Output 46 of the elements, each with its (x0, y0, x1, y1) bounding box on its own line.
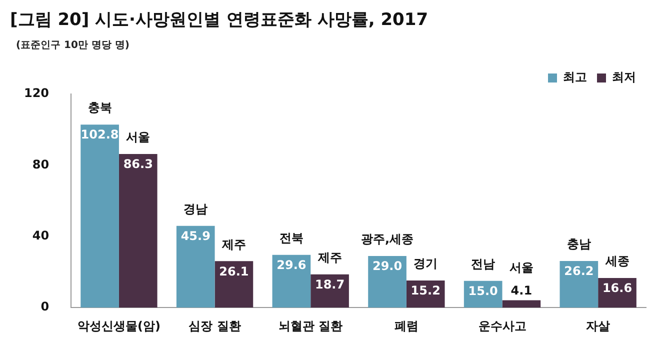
data-label: 29.0 (372, 259, 402, 274)
data-label: 16.6 (602, 281, 632, 296)
annotation: 제주 (220, 237, 246, 252)
bar (214, 261, 254, 308)
annotation: 광주,세종 (360, 232, 414, 246)
data-label: 86.3 (123, 157, 153, 172)
x-tick-label: 폐렴 (394, 318, 418, 333)
x-tick-label: 자살 (586, 318, 610, 333)
annotation: 서울 (509, 260, 534, 274)
bar (176, 226, 215, 308)
annotation: 전남 (471, 257, 496, 272)
chart-subtitle: (표준인구 10만 명당 명) (16, 39, 130, 52)
data-label: 29.6 (276, 258, 306, 272)
bar (80, 124, 119, 308)
data-label: 26.2 (564, 264, 594, 278)
y-tick-label: 0 (40, 300, 50, 314)
chart-title: [그림 20] 시도·사망원인별 연령표준화 사망률, 2017 (10, 9, 428, 31)
data-label: 15.2 (410, 284, 440, 298)
x-tick-label: 뇌혈관 질환 (278, 318, 343, 333)
y-tick-label: 80 (32, 157, 50, 172)
annotation: 충남 (566, 237, 591, 252)
annotation: 전북 (279, 231, 304, 246)
x-tick-label: 심장 질환 (188, 318, 241, 333)
bar (502, 300, 541, 308)
y-tick-label: 120 (24, 86, 50, 100)
data-label: 45.9 (180, 229, 210, 244)
bar (272, 254, 311, 308)
annotation: 제주 (316, 250, 342, 264)
data-label: 18.7 (314, 277, 345, 292)
data-label: 26.1 (219, 264, 249, 278)
x-tick-label: 운수사고 (478, 318, 526, 333)
data-label: 15.0 (468, 284, 498, 298)
bar (118, 154, 158, 308)
annotation: 세종 (604, 254, 630, 268)
annotation: 충북 (88, 100, 112, 115)
annotation: 경남 (184, 202, 208, 216)
legend-label: 최고 (563, 70, 587, 84)
bar (368, 256, 406, 308)
annotation: 서울 (126, 130, 150, 144)
legend-label: 최저 (612, 70, 636, 84)
y-tick-label: 40 (32, 228, 50, 243)
annotation: 경기 (414, 256, 438, 271)
data-label: 102.8 (80, 128, 119, 142)
data-label: 4.1 (510, 283, 532, 298)
x-tick-label: 악성신생물(암) (77, 318, 160, 333)
bar (560, 260, 598, 308)
